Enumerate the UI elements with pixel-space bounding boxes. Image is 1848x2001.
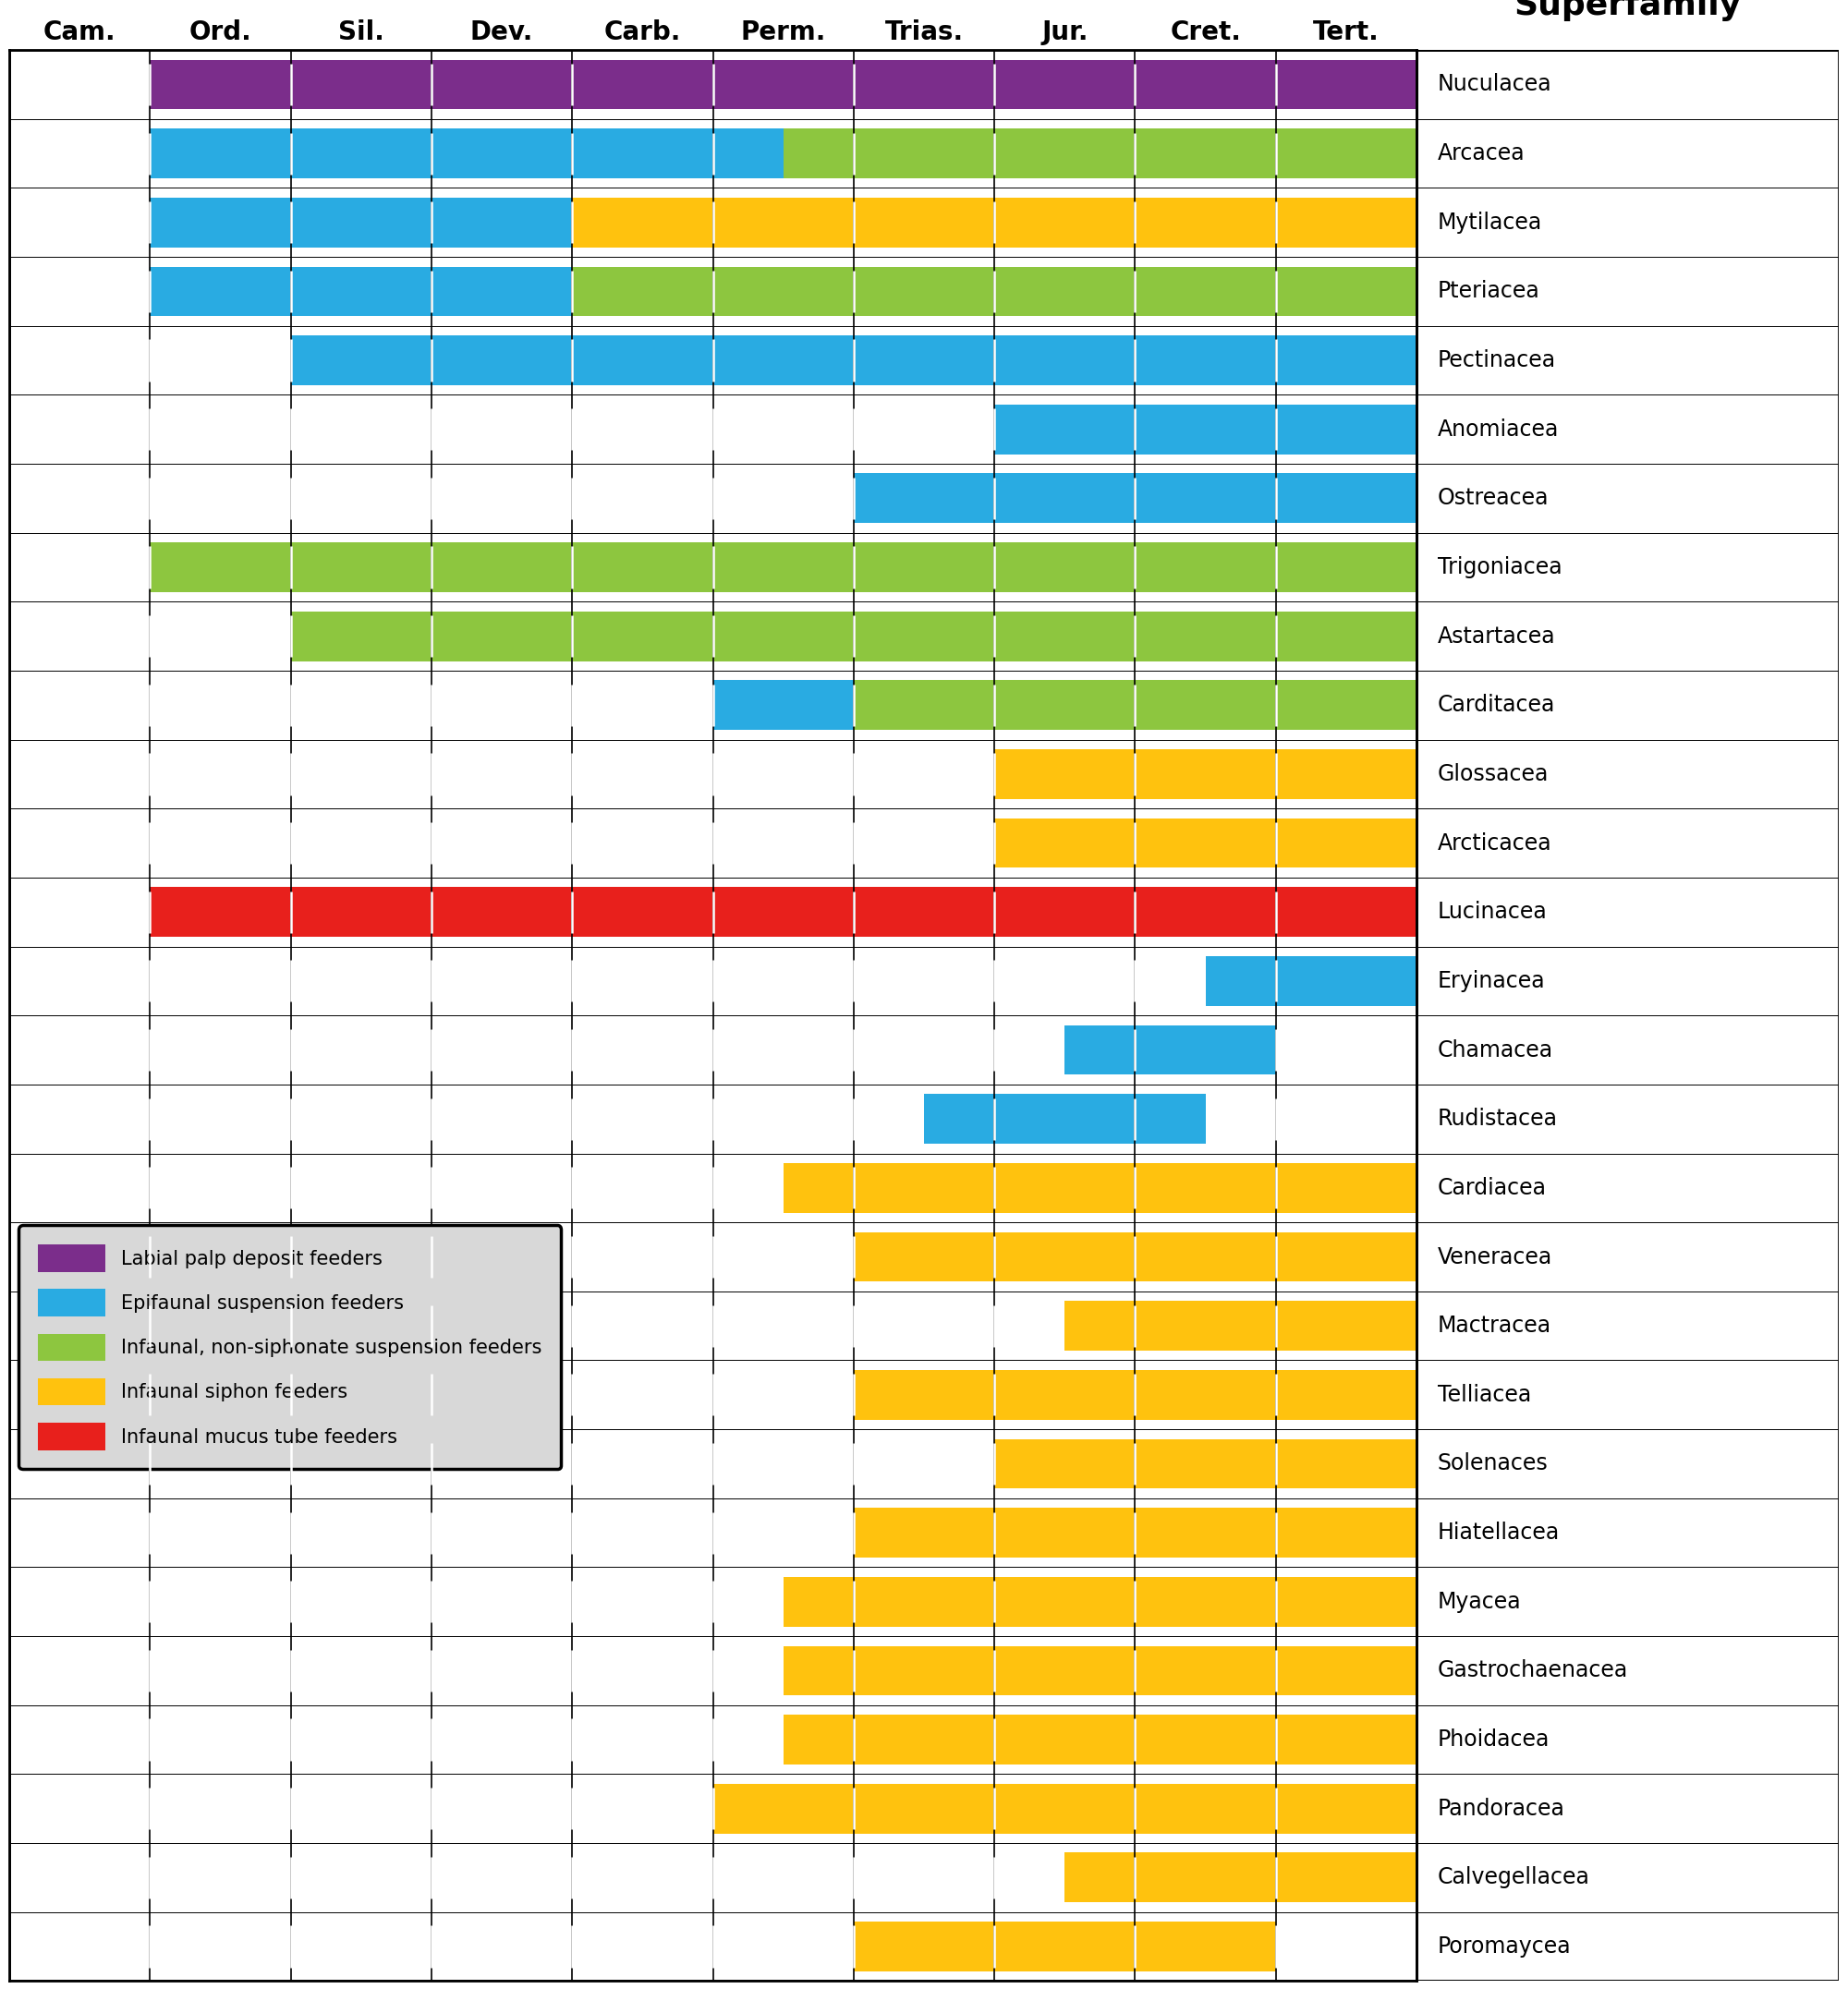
Bar — [150, 128, 784, 178]
Text: Astartacea: Astartacea — [1438, 624, 1556, 646]
Text: Myacea: Myacea — [1438, 1591, 1521, 1613]
Text: Ostreacea: Ostreacea — [1438, 486, 1549, 510]
Text: Hiatellacea: Hiatellacea — [1438, 1521, 1560, 1545]
Bar — [150, 542, 1417, 592]
Bar — [1064, 1853, 1417, 1903]
Text: Veneracea: Veneracea — [1438, 1247, 1552, 1269]
Bar — [784, 1163, 1417, 1213]
Bar — [573, 198, 1417, 248]
Text: Arcacea: Arcacea — [1438, 142, 1525, 164]
Legend: Labial palp deposit feeders, Epifaunal suspension feeders, Infaunal, non-siphona: Labial palp deposit feeders, Epifaunal s… — [18, 1225, 562, 1469]
Bar — [784, 1577, 1417, 1627]
Text: Calvegellacea: Calvegellacea — [1438, 1867, 1589, 1889]
Bar — [290, 612, 1417, 660]
Text: Poromaycea: Poromaycea — [1438, 1935, 1571, 1957]
Text: Phoidacea: Phoidacea — [1438, 1729, 1550, 1751]
Text: Eryinacea: Eryinacea — [1438, 970, 1545, 992]
Text: Arcticacea: Arcticacea — [1438, 832, 1552, 854]
Text: Pandoracea: Pandoracea — [1438, 1797, 1565, 1819]
Bar — [854, 1509, 1417, 1557]
Text: Glossacea: Glossacea — [1438, 762, 1549, 784]
Text: Carditacea: Carditacea — [1438, 694, 1556, 716]
Bar — [854, 1921, 1275, 1971]
Text: Mytilacea: Mytilacea — [1438, 212, 1543, 234]
Text: Mactracea: Mactracea — [1438, 1315, 1552, 1337]
Bar — [854, 680, 1417, 730]
Bar — [713, 680, 854, 730]
Bar — [573, 266, 1417, 316]
Text: Superfamily: Superfamily — [1514, 0, 1741, 20]
Bar — [994, 748, 1417, 798]
Text: Solenaces: Solenaces — [1438, 1453, 1549, 1475]
Bar — [1205, 956, 1417, 1007]
Text: Cardiacea: Cardiacea — [1438, 1177, 1547, 1199]
Bar — [150, 266, 573, 316]
Bar — [1064, 1025, 1275, 1075]
Text: Trigoniacea: Trigoniacea — [1438, 556, 1562, 578]
Text: Nuculacea: Nuculacea — [1438, 74, 1552, 96]
Bar — [150, 60, 1417, 110]
Bar — [150, 886, 1417, 936]
Bar — [290, 336, 1417, 384]
Bar — [994, 1439, 1417, 1489]
Bar — [784, 1647, 1417, 1695]
Bar — [784, 128, 1417, 178]
Bar — [1064, 1301, 1417, 1351]
Text: Pectinacea: Pectinacea — [1438, 350, 1556, 372]
Bar — [854, 474, 1417, 522]
Bar — [924, 1095, 1205, 1145]
Bar — [150, 198, 573, 248]
Text: Pteriacea: Pteriacea — [1438, 280, 1539, 302]
Bar — [784, 1715, 1417, 1765]
Bar — [713, 1783, 1417, 1833]
Text: Lucinacea: Lucinacea — [1438, 900, 1547, 922]
Text: Chamacea: Chamacea — [1438, 1039, 1554, 1061]
Text: Rudistacea: Rudistacea — [1438, 1109, 1558, 1131]
Text: Anomiacea: Anomiacea — [1438, 418, 1560, 440]
Bar — [854, 1371, 1417, 1419]
Bar — [994, 404, 1417, 454]
Bar — [854, 1233, 1417, 1283]
Text: Gastrochaenacea: Gastrochaenacea — [1438, 1659, 1628, 1681]
Text: Telliacea: Telliacea — [1438, 1385, 1532, 1407]
Bar — [994, 818, 1417, 868]
